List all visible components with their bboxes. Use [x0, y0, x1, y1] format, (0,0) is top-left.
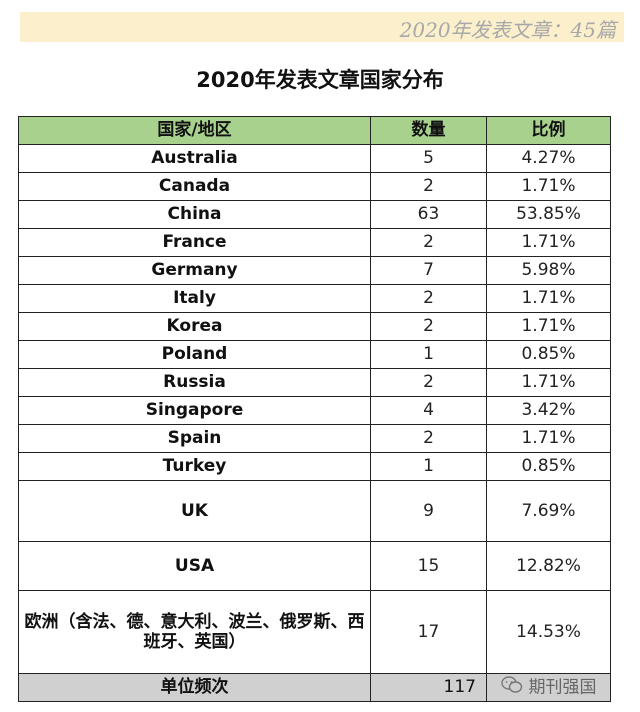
table-row: UK 9 7.69%	[18, 480, 611, 542]
count-cell: 15	[370, 541, 487, 591]
table-row: Germany 7 5.98%	[18, 256, 611, 285]
count-cell: 1	[370, 340, 487, 369]
table-row: Turkey 1 0.85%	[18, 452, 611, 481]
ratio-cell: 4.27%	[486, 144, 611, 173]
count-cell: 63	[370, 200, 487, 229]
country-cell: Canada	[18, 172, 371, 201]
table-row: Singapore 4 3.42%	[18, 396, 611, 425]
ratio-cell: 1.71%	[486, 284, 611, 313]
country-cell: USA	[18, 541, 371, 591]
page-title: 2020年发表文章国家分布	[196, 68, 444, 92]
ratio-cell: 1.71%	[486, 368, 611, 397]
ratio-cell: 3.42%	[486, 396, 611, 425]
country-cell: China	[18, 200, 371, 229]
country-cell: Australia	[18, 144, 371, 173]
count-cell: 9	[370, 480, 487, 542]
table-row: Spain 2 1.71%	[18, 424, 611, 453]
table-header-row: 国家/地区 数量 比例	[18, 116, 611, 145]
ratio-cell: 1.71%	[486, 172, 611, 201]
ratio-cell: 7.69%	[486, 480, 611, 542]
ratio-cell: 1.71%	[486, 424, 611, 453]
table-row: China 63 53.85%	[18, 200, 611, 229]
count-cell: 5	[370, 144, 487, 173]
total-label: 单位频次	[18, 673, 371, 702]
watermark: 期刊强国	[486, 673, 611, 702]
country-cell: Turkey	[18, 452, 371, 481]
country-cell: Russia	[18, 368, 371, 397]
ratio-cell: 5.98%	[486, 256, 611, 285]
ratio-cell: 12.82%	[486, 541, 611, 591]
header-count: 数量	[370, 116, 487, 145]
country-cell: Italy	[18, 284, 371, 313]
table-row: Russia 2 1.71%	[18, 368, 611, 397]
country-cell: 欧洲（含法、德、意大利、波兰、俄罗斯、西班牙、英国）	[18, 590, 371, 674]
ratio-cell: 14.53%	[486, 590, 611, 674]
table-row: Australia 5 4.27%	[18, 144, 611, 173]
table-row: France 2 1.71%	[18, 228, 611, 257]
ratio-cell: 1.71%	[486, 312, 611, 341]
country-cell: France	[18, 228, 371, 257]
ratio-cell: 0.85%	[486, 452, 611, 481]
summary-banner: 2020年发表文章：45篇	[20, 12, 624, 42]
ratio-cell: 0.85%	[486, 340, 611, 369]
country-cell: Singapore	[18, 396, 371, 425]
count-cell: 2	[370, 312, 487, 341]
count-cell: 1	[370, 452, 487, 481]
country-distribution-table: 国家/地区 数量 比例 Australia 5 4.27% Canada 2 1…	[18, 116, 611, 702]
ratio-cell: 53.85%	[486, 200, 611, 229]
count-cell: 2	[370, 424, 487, 453]
wechat-icon	[500, 676, 523, 699]
banner-text: 2020年发表文章：45篇	[399, 18, 616, 42]
count-cell: 17	[370, 590, 487, 674]
table-total-row: 单位频次 117 期刊强国	[18, 673, 611, 702]
table-row: Korea 2 1.71%	[18, 312, 611, 341]
count-cell: 2	[370, 172, 487, 201]
ratio-cell: 1.71%	[486, 228, 611, 257]
count-cell: 2	[370, 368, 487, 397]
country-cell: Spain	[18, 424, 371, 453]
count-cell: 2	[370, 228, 487, 257]
table-row: Poland 1 0.85%	[18, 340, 611, 369]
country-cell: UK	[18, 480, 371, 542]
count-cell: 7	[370, 256, 487, 285]
country-cell: Germany	[18, 256, 371, 285]
table-row: USA 15 12.82%	[18, 541, 611, 591]
table-row-europe: 欧洲（含法、德、意大利、波兰、俄罗斯、西班牙、英国） 17 14.53%	[18, 590, 611, 674]
header-country: 国家/地区	[18, 116, 371, 145]
country-cell: Poland	[18, 340, 371, 369]
count-cell: 4	[370, 396, 487, 425]
header-ratio: 比例	[486, 116, 611, 145]
count-cell: 2	[370, 284, 487, 313]
country-cell: Korea	[18, 312, 371, 341]
table-row: Canada 2 1.71%	[18, 172, 611, 201]
watermark-text: 期刊强国	[528, 677, 597, 698]
total-value: 117	[370, 673, 487, 702]
table-row: Italy 2 1.71%	[18, 284, 611, 313]
